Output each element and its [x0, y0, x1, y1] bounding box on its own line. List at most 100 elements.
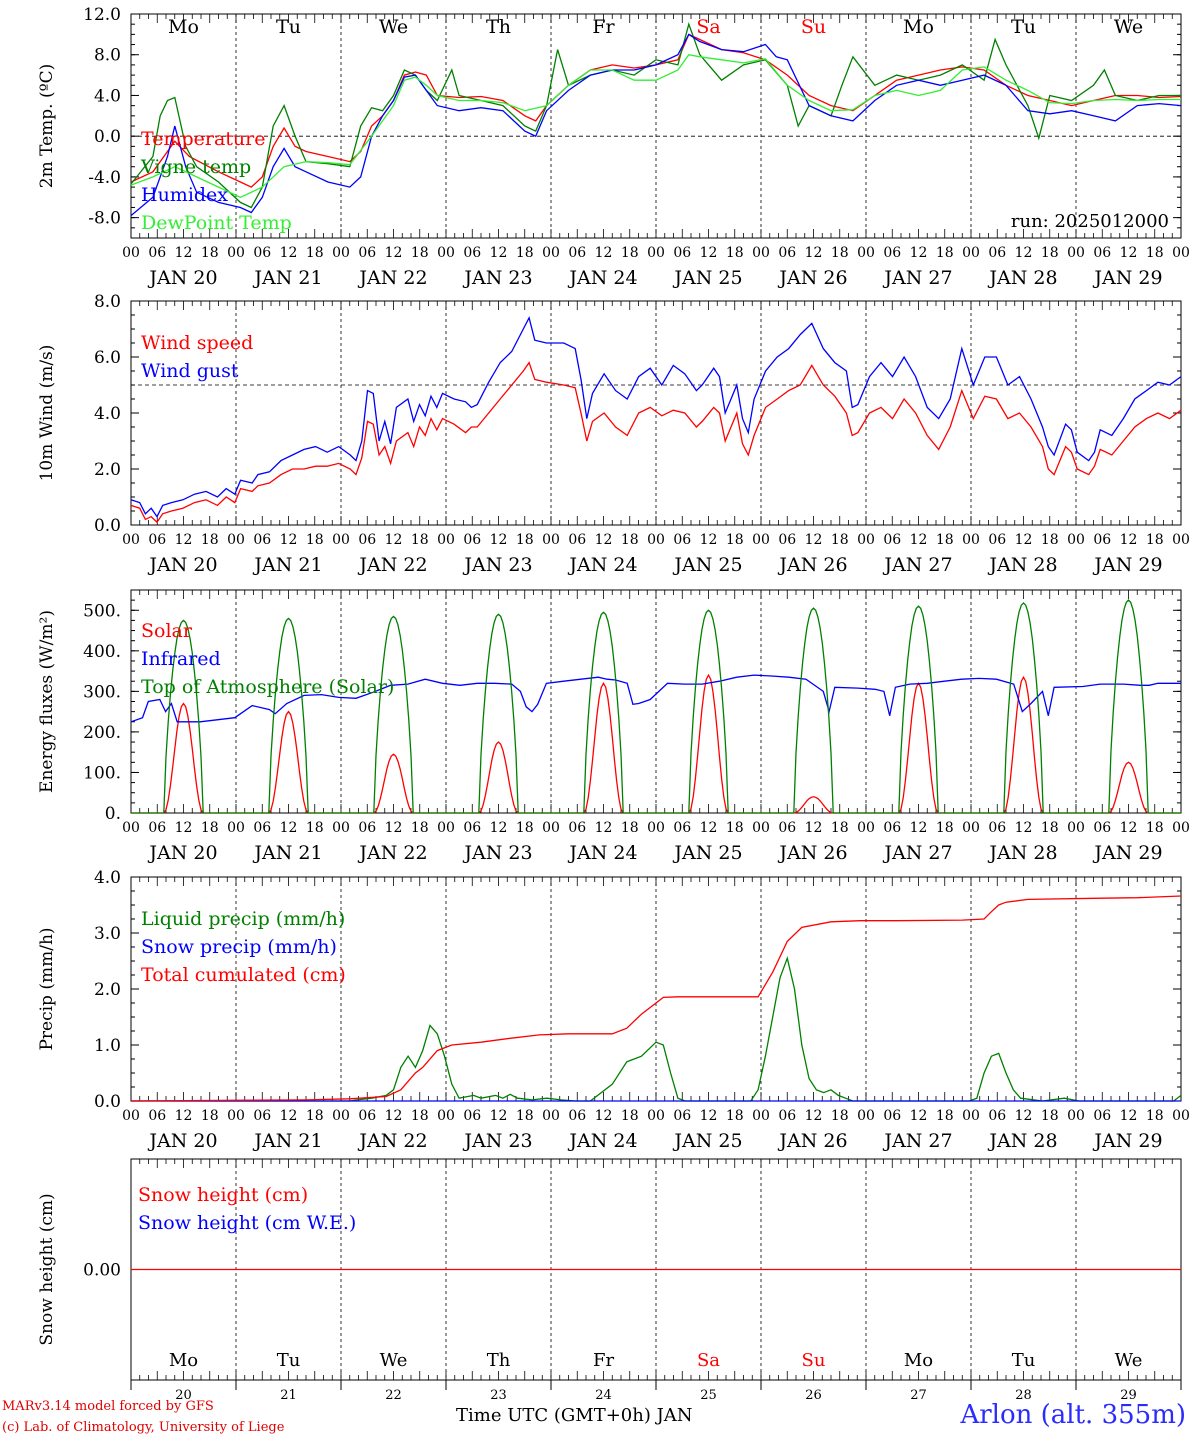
hour-tick-label: 12: [700, 1108, 718, 1124]
day-number-label: 28: [1015, 1388, 1032, 1400]
series-line-green: [131, 599, 1181, 814]
hour-tick-label: 00: [857, 245, 875, 261]
legend-green: Liquid precip (mm/h): [141, 908, 345, 930]
hour-tick-label: 12: [280, 245, 298, 261]
hour-tick-label: 12: [700, 245, 718, 261]
day-label: JAN 27: [882, 842, 952, 864]
series-line-lime: [130, 53, 1181, 199]
hour-tick-label: 18: [306, 245, 324, 261]
hour-tick-label: 18: [1041, 532, 1059, 548]
weekday-label-bottom: Th: [487, 1350, 511, 1371]
series-line-green: [130, 22, 1181, 209]
hour-tick-label: 00: [962, 1108, 980, 1124]
hour-tick-label: 18: [306, 532, 324, 548]
hour-tick-label: 18: [1041, 245, 1059, 261]
legend-red: Solar: [141, 620, 193, 642]
hour-tick-label: 18: [726, 1108, 744, 1124]
plot-frame: [130, 589, 1182, 814]
hour-tick-label: 12: [595, 532, 613, 548]
hour-tick-label: 12: [910, 245, 928, 261]
hour-tick-label: 00: [1172, 532, 1190, 548]
hour-tick-label: 06: [1093, 532, 1111, 548]
hour-tick-label: 18: [1146, 820, 1164, 836]
day-label: JAN 25: [672, 1130, 742, 1152]
hour-tick-label: 00: [542, 1108, 560, 1124]
hour-tick-label: 12: [280, 820, 298, 836]
day-label: JAN 24: [567, 267, 637, 289]
y-tick-label: 400.: [83, 642, 121, 662]
chart-panel-2: [130, 300, 1182, 526]
hour-tick-label: 12: [385, 245, 403, 261]
y-axis-label: 2m Temp. (ºC): [37, 64, 57, 189]
chart-panel-3: [130, 589, 1182, 814]
weekday-label: Fr: [592, 16, 615, 38]
hour-tick-label: 12: [175, 532, 193, 548]
hour-tick-label: 06: [988, 820, 1006, 836]
hour-tick-label: 00: [542, 532, 560, 548]
legend-red: Snow height (cm): [138, 1184, 308, 1206]
day-label: JAN 22: [357, 1130, 427, 1152]
day-label: JAN 22: [357, 554, 427, 576]
weekday-label: We: [379, 16, 408, 38]
hour-tick-label: 06: [253, 1108, 271, 1124]
hour-tick-label: 06: [463, 245, 481, 261]
y-axis-label: 10m Wind (m/s): [37, 345, 57, 482]
hour-tick-label: 12: [280, 1108, 298, 1124]
model-credit-line: MARv3.14 model forced by GFS: [2, 1399, 214, 1414]
y-tick-label: 4.0: [94, 868, 121, 888]
hour-tick-label: 00: [332, 1108, 350, 1124]
day-label: JAN 26: [777, 842, 847, 864]
hour-tick-label: 18: [516, 532, 534, 548]
day-label: JAN 28: [987, 842, 1057, 864]
y-axis-label: Precip (mm/h): [37, 927, 57, 1050]
hour-tick-label: 06: [883, 532, 901, 548]
weekday-label-bottom: Sa: [697, 1350, 720, 1371]
hour-tick-label: 00: [437, 245, 455, 261]
hour-tick-label: 12: [490, 820, 508, 836]
day-label: JAN 27: [882, 554, 952, 576]
hour-tick-label: 18: [831, 532, 849, 548]
hour-tick-label: 12: [175, 245, 193, 261]
hour-tick-label: 00: [752, 1108, 770, 1124]
hour-tick-label: 00: [857, 820, 875, 836]
hour-tick-label: 06: [568, 820, 586, 836]
hour-tick-label: 00: [962, 820, 980, 836]
legend-blue: Humidex: [141, 184, 228, 206]
hour-tick-label: 18: [411, 245, 429, 261]
hour-tick-label: 18: [621, 1108, 639, 1124]
hour-tick-label: 06: [883, 1108, 901, 1124]
day-label: JAN 23: [462, 554, 532, 576]
legend-red: Wind speed: [141, 332, 253, 354]
hour-tick-label: 06: [253, 820, 271, 836]
x-axis-title: Time UTC (GMT+0h) JAN: [456, 1405, 693, 1426]
hour-tick-label: 00: [332, 820, 350, 836]
day-label: JAN 21: [252, 842, 322, 864]
day-label: JAN 20: [147, 267, 217, 289]
weekday-label-bottom: Tu: [277, 1350, 301, 1371]
hour-tick-label: 18: [516, 1108, 534, 1124]
hour-tick-label: 18: [306, 1108, 324, 1124]
hour-tick-label: 06: [778, 1108, 796, 1124]
day-label: JAN 28: [987, 1130, 1057, 1152]
y-tick-label: 4.0: [94, 86, 121, 106]
y-tick-label: 0.0: [94, 127, 121, 147]
hour-tick-label: 18: [831, 820, 849, 836]
y-tick-label: 2.0: [94, 460, 121, 480]
hour-tick-label: 06: [988, 532, 1006, 548]
day-number-label: 24: [595, 1388, 612, 1400]
hour-tick-label: 00: [857, 532, 875, 548]
hour-tick-label: 18: [936, 1108, 954, 1124]
hour-tick-label: 12: [280, 532, 298, 548]
legend-red: Total cumulated (cm): [141, 964, 346, 986]
hour-tick-label: 12: [490, 245, 508, 261]
weekday-label-bottom: We: [380, 1350, 408, 1371]
hour-tick-label: 00: [227, 1108, 245, 1124]
hour-tick-label: 12: [175, 820, 193, 836]
day-number-label: 21: [280, 1388, 297, 1400]
hour-tick-label: 12: [805, 820, 823, 836]
hour-tick-label: 00: [752, 532, 770, 548]
day-label: JAN 24: [567, 1130, 637, 1152]
hour-tick-label: 00: [1172, 1108, 1190, 1124]
y-tick-label: 0.: [105, 804, 121, 824]
hour-tick-label: 12: [490, 1108, 508, 1124]
